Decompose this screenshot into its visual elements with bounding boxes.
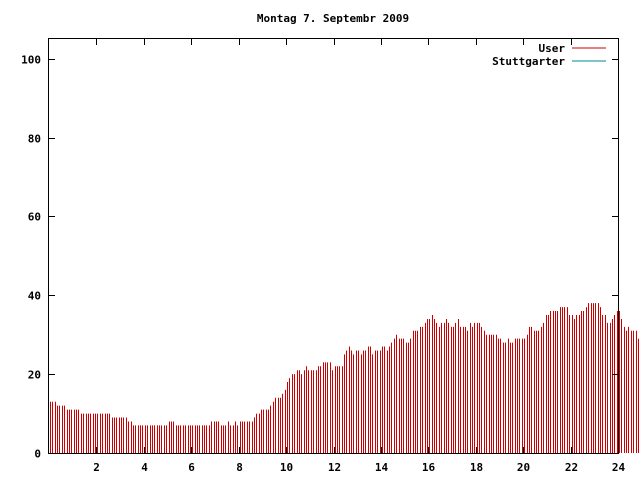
x-tick-label: 16 [422,461,436,474]
x-tick-label: 4 [141,461,148,474]
y-axis: 0 20 40 60 80 100 [21,54,618,461]
legend-label-user: User [539,42,566,55]
y-tick-label: 0 [34,448,41,461]
x-tick-label: 24 [612,461,626,474]
x-tick-label: 18 [470,461,483,474]
y-tick-label: 100 [21,54,41,67]
y-tick-label: 20 [28,369,41,382]
plot-frame [48,38,619,454]
x-tick-label: 20 [517,461,530,474]
x-tick-label: 8 [236,461,243,474]
chart-title: Montag 7. Septembr 2009 [257,12,409,25]
y-tick-label: 60 [28,211,41,224]
x-tick-label: 14 [375,461,389,474]
x-tick-label: 2 [93,461,100,474]
x-axis: 2 4 6 8 10 12 14 16 18 20 22 24 [93,39,625,474]
x-tick-label: 10 [280,461,293,474]
x-tick-label: 22 [565,461,578,474]
legend-label-stuttgarter: Stuttgarter [492,55,565,68]
y-tick-label: 80 [28,133,41,146]
bars-group [50,303,639,453]
legend: User Stuttgarter [492,42,606,68]
x-tick-label: 6 [188,461,195,474]
y-tick-label: 40 [28,290,41,303]
x-tick-label: 12 [328,461,341,474]
